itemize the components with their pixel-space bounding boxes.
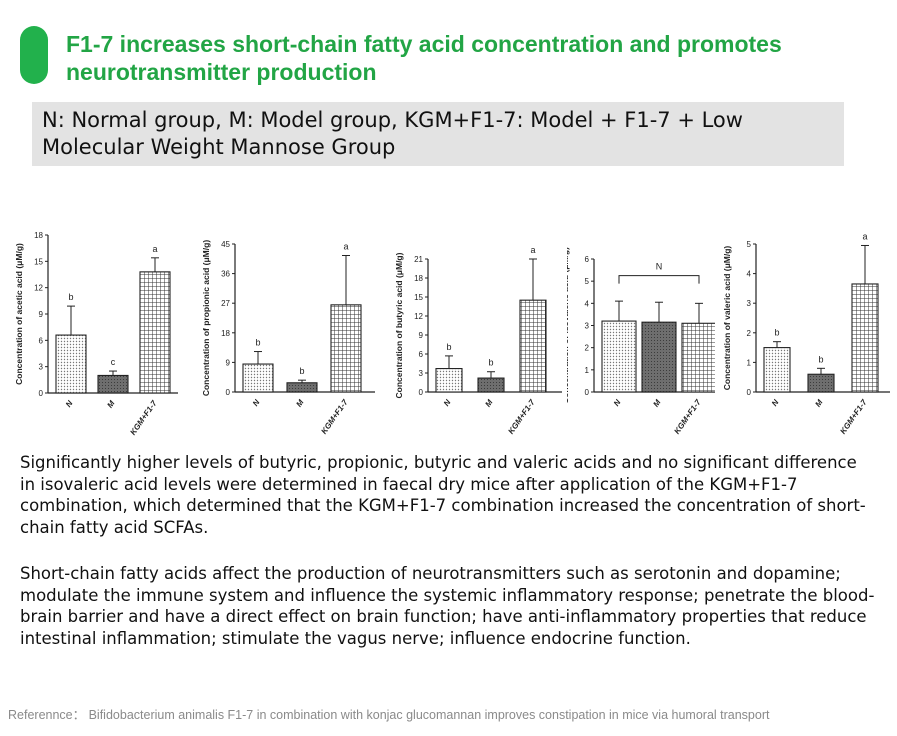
x-tick-label: M	[813, 398, 824, 409]
y-tick-label: 3	[585, 322, 590, 331]
y-axis-label: Concentration of propionic acid (μM/g)	[201, 240, 211, 396]
bar	[641, 321, 677, 393]
bar	[477, 377, 505, 393]
x-tick-label: N	[442, 398, 453, 408]
bar	[519, 299, 547, 393]
significance-letter: b	[299, 366, 304, 376]
y-tick-label: 0	[419, 388, 424, 397]
bar	[807, 373, 835, 393]
y-tick-label: 4	[585, 299, 590, 308]
x-tick-label: M	[483, 398, 494, 409]
acetic-acid-chart: 0 3 6 9 12 15 18 Concentration of acetic acid (…	[14, 231, 178, 437]
y-tick-label: 1	[585, 366, 590, 375]
bar	[55, 334, 87, 394]
x-tick-label: M	[651, 398, 662, 409]
significance-letter: b	[446, 342, 451, 352]
significance-letter: a	[343, 242, 348, 252]
x-tick-label: KGM+F1-7	[506, 398, 537, 436]
y-tick-label: 0	[585, 388, 590, 397]
bar	[435, 368, 463, 393]
y-tick-label: 18	[34, 231, 43, 240]
y-axis-label: Concentration of acetic acid (μM/g)	[14, 243, 24, 385]
y-tick-label: 45	[221, 240, 230, 249]
x-tick-label: KGM+F1-7	[672, 398, 703, 436]
y-tick-label: 27	[221, 299, 230, 308]
significance-letter: b	[68, 292, 73, 302]
y-tick-label: 5	[585, 277, 590, 286]
bar	[851, 283, 879, 393]
group-legend-text: N: Normal group, M: Model group, KGM+F1-…	[42, 108, 743, 159]
isovaleric-acid-chart: 0 1 2 3 4 5 6 Concentration of isovaleric acid …	[567, 247, 715, 436]
y-tick-label: 36	[221, 270, 230, 279]
propionic-acid-chart: 0 9 18 27 36 45 Concentration of propionic aci…	[201, 240, 375, 436]
slide-title: F1-7 increases short-chain fatty acid co…	[66, 31, 782, 85]
x-tick-label: KGM+F1-7	[838, 398, 869, 436]
scfa-charts: 0 3 6 9 12 15 18 Concentration of acetic acid (…	[0, 226, 897, 441]
bar	[97, 374, 129, 394]
significance-letter: b	[818, 354, 823, 364]
x-tick-label: KGM+F1-7	[319, 398, 350, 436]
reference-citation: Referennce： Bifidobacterium animalis F1-…	[8, 708, 770, 722]
group-legend-box: N: Normal group, M: Model group, KGM+F1-…	[32, 102, 844, 166]
x-tick-label: N	[770, 398, 781, 408]
significance-letter: b	[774, 328, 779, 338]
y-tick-label: 3	[419, 369, 424, 378]
x-tick-label: M	[105, 399, 116, 410]
x-tick-label: N	[251, 398, 262, 408]
y-tick-label: 12	[34, 284, 43, 293]
y-tick-label: 2	[585, 344, 590, 353]
y-tick-label: 5	[747, 240, 752, 249]
y-tick-label: 1	[747, 358, 752, 367]
y-tick-label: 6	[419, 350, 424, 359]
y-tick-label: 15	[34, 257, 43, 266]
y-tick-label: 4	[747, 270, 752, 279]
significance-bracket	[618, 275, 700, 284]
x-tick-label: M	[294, 398, 305, 409]
significance-letter: a	[152, 244, 157, 254]
bar	[139, 271, 171, 394]
y-tick-label: 3	[39, 363, 44, 372]
y-tick-label: 0	[39, 389, 44, 398]
y-axis-label: Concentration of valeric acid (μM/g)	[722, 246, 732, 391]
y-axis-label: Concentration of butyric acid (μM/g)	[394, 252, 404, 398]
y-tick-label: 0	[226, 388, 231, 397]
significance-letter: b	[255, 338, 260, 348]
y-tick-label: 3	[747, 299, 752, 308]
y-tick-label: 9	[39, 310, 44, 319]
y-tick-label: 15	[414, 293, 423, 302]
significance-letter: a	[530, 245, 535, 255]
bar	[681, 322, 715, 393]
bar	[601, 320, 637, 393]
y-tick-label: 18	[221, 329, 230, 338]
bar	[763, 347, 791, 393]
y-tick-label: 9	[419, 331, 424, 340]
y-tick-label: 12	[414, 312, 423, 321]
significance-letter: a	[862, 231, 867, 241]
significance-letter: b	[488, 358, 493, 368]
y-tick-label: 0	[747, 388, 752, 397]
bracket-label: N	[656, 262, 663, 272]
x-tick-label: KGM+F1-7	[128, 399, 159, 437]
y-tick-label: 9	[226, 358, 231, 367]
bar	[286, 382, 318, 393]
title-accent-bar	[20, 26, 48, 84]
significance-letter: c	[111, 357, 116, 367]
x-tick-label: N	[612, 398, 623, 408]
results-paragraph: Significantly higher levels of butyric, …	[20, 453, 866, 537]
mechanism-paragraph: Short-chain fatty acids affect the produ…	[20, 564, 875, 648]
bar	[242, 363, 274, 393]
butyric-acid-chart: 0 3 6 9 12 15 18 21 Concentration of butyric aci…	[394, 245, 562, 436]
y-tick-label: 18	[414, 274, 423, 283]
y-tick-label: 2	[747, 329, 752, 338]
y-axis-label: Concentration of isovaleric acid (μM/g)	[567, 247, 570, 404]
y-tick-label: 21	[414, 255, 423, 264]
valeric-acid-chart: 0 1 2 3 4 5 Concentration of valeric acid (μM/…	[722, 231, 890, 436]
bar	[330, 304, 362, 393]
y-tick-label: 6	[585, 255, 590, 264]
x-tick-label: N	[64, 399, 75, 409]
y-tick-label: 6	[39, 336, 44, 345]
